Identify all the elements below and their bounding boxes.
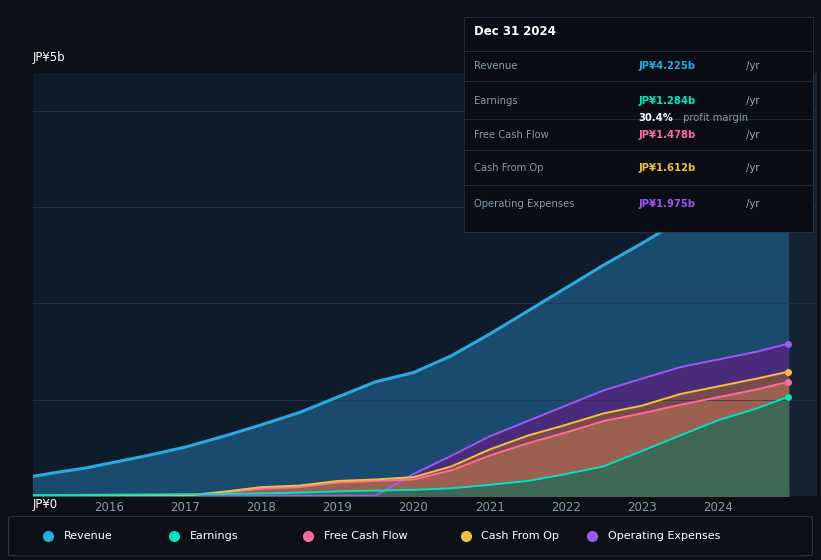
Text: Earnings: Earnings: [475, 96, 518, 106]
Bar: [718, 73, 817, 496]
Text: Revenue: Revenue: [64, 531, 112, 541]
Text: Revenue: Revenue: [475, 62, 518, 71]
Text: Earnings: Earnings: [190, 531, 238, 541]
Text: 30.4%: 30.4%: [639, 113, 673, 123]
Text: Operating Expenses: Operating Expenses: [475, 199, 575, 209]
Text: /yr: /yr: [743, 163, 759, 172]
Text: JP¥1.975b: JP¥1.975b: [639, 199, 695, 209]
Text: Dec 31 2024: Dec 31 2024: [475, 25, 556, 39]
Text: JP¥0: JP¥0: [33, 498, 58, 511]
Text: JP¥4.225b: JP¥4.225b: [639, 62, 695, 71]
Text: profit margin: profit margin: [680, 113, 748, 123]
Text: /yr: /yr: [743, 96, 759, 106]
FancyBboxPatch shape: [8, 516, 813, 556]
Text: Cash From Op: Cash From Op: [481, 531, 559, 541]
Text: /yr: /yr: [743, 62, 759, 71]
Text: JP¥1.612b: JP¥1.612b: [639, 163, 695, 172]
Text: Free Cash Flow: Free Cash Flow: [323, 531, 407, 541]
Text: /yr: /yr: [743, 199, 759, 209]
Text: Cash From Op: Cash From Op: [475, 163, 544, 172]
Text: JP¥1.478b: JP¥1.478b: [639, 130, 695, 141]
Text: /yr: /yr: [743, 130, 759, 141]
Text: JP¥5b: JP¥5b: [33, 52, 66, 64]
Text: Free Cash Flow: Free Cash Flow: [475, 130, 549, 141]
Text: JP¥1.284b: JP¥1.284b: [639, 96, 695, 106]
Text: Operating Expenses: Operating Expenses: [608, 531, 720, 541]
